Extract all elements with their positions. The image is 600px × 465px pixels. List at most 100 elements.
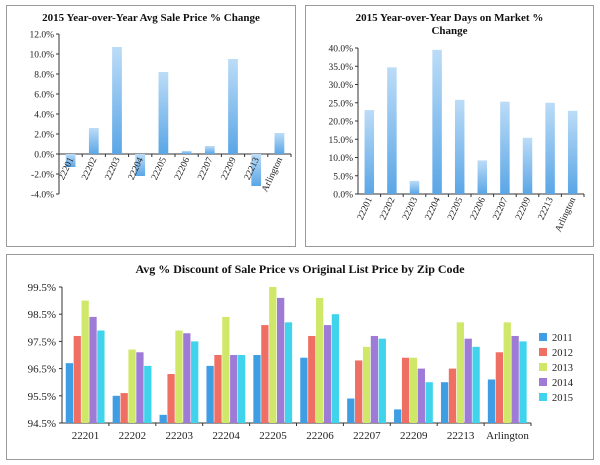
x-tick-label: 22201 [57, 156, 76, 182]
bar [401, 357, 410, 423]
y-tick-label: 99.5% [28, 282, 56, 294]
bar [378, 338, 386, 423]
bar [409, 180, 420, 194]
legend-swatch [539, 333, 547, 341]
x-tick-label: 22203 [104, 156, 123, 182]
bar [364, 110, 375, 194]
bar [545, 102, 555, 194]
bar [204, 146, 215, 154]
x-tick-label: 22201 [72, 430, 100, 442]
bar [135, 154, 146, 176]
x-tick-label: 22209 [514, 196, 533, 222]
y-tick-label: 40.0% [328, 45, 353, 55]
x-tick-label: 22202 [379, 196, 398, 222]
chart-title: Avg % Discount of Sale Price vs Original… [135, 262, 465, 276]
x-tick-label: 22213 [447, 430, 475, 442]
x-tick-label: 22202 [80, 156, 99, 182]
bar [136, 352, 144, 423]
bar [456, 322, 464, 423]
bar [222, 316, 230, 423]
bar [89, 316, 97, 423]
y-tick-label: 20.0% [328, 118, 353, 128]
y-tick-label: 25.0% [328, 99, 353, 109]
bar [316, 297, 324, 423]
x-tick-label: 22205 [259, 430, 287, 442]
y-tick-label: 8.0% [34, 71, 54, 81]
legend-label: 2012 [552, 348, 573, 359]
chart-panel-discount: Avg % Discount of Sale Price vs Original… [6, 254, 594, 460]
bar [159, 414, 167, 423]
y-tick-label: 0.0% [333, 191, 353, 201]
bar [464, 338, 472, 423]
bar [284, 322, 293, 423]
bar [167, 374, 175, 423]
x-tick-label: 22205 [150, 156, 169, 182]
legend-swatch [539, 393, 547, 401]
bar [276, 297, 285, 423]
discount-by-zip-chart: 99.5% 98.5% 97.5% 96.5% 95.5% 94.5% 22201 22202… [28, 282, 574, 442]
bar [214, 355, 222, 423]
bar [206, 365, 214, 423]
legend-label: 2013 [552, 363, 573, 374]
bar [448, 368, 457, 423]
bar [65, 154, 76, 167]
x-tick-label: Arlington [486, 430, 529, 442]
bar [261, 325, 269, 423]
x-tick-label: 22209 [400, 430, 428, 442]
y-tick-label: 0.0% [34, 151, 54, 161]
bar [417, 368, 425, 423]
bar [175, 330, 183, 423]
y-tick-label: -2.0% [31, 171, 54, 181]
bar [323, 325, 332, 423]
x-tick-label: 22201 [356, 196, 375, 222]
x-tick-label: 22206 [173, 156, 192, 182]
bar [355, 360, 363, 423]
y-tick-label: 10.0% [29, 51, 54, 61]
y-tick-label: 30.0% [328, 81, 353, 91]
bar [347, 398, 355, 423]
bar [97, 330, 105, 423]
bar [253, 355, 261, 423]
chart-panel-sale-price: 2015 Year-over-Year Avg Sale Price % Cha… [6, 5, 296, 247]
y-tick-label: 97.5% [28, 336, 56, 348]
x-tick-label: 22206 [469, 196, 488, 222]
bar [144, 365, 152, 423]
bar [331, 314, 340, 423]
legend-swatch [539, 378, 547, 386]
bar [251, 154, 262, 186]
bar [503, 322, 511, 423]
bar [472, 346, 480, 423]
legend-label: 2015 [552, 393, 573, 404]
bar [65, 363, 74, 423]
bar [237, 355, 246, 423]
bar [300, 357, 308, 423]
y-tick-label: 15.0% [328, 136, 353, 146]
bar [158, 72, 169, 154]
bar [128, 349, 136, 423]
bar [432, 49, 442, 195]
y-tick-label: 96.5% [28, 364, 56, 376]
x-tick-label: Arlington [554, 196, 579, 234]
x-tick-label: 22209 [220, 156, 239, 182]
bar [487, 379, 496, 423]
bar [191, 341, 199, 423]
bar [500, 101, 510, 194]
x-tick-label: 22204 [212, 430, 240, 442]
bar [269, 287, 277, 423]
x-tick-label: 22205 [446, 196, 465, 222]
y-tick-label: 12.0% [29, 31, 54, 41]
x-tick-label: 22213 [537, 196, 556, 222]
y-tick-label: 2.0% [34, 131, 54, 141]
bar [112, 47, 122, 154]
bar [425, 382, 433, 423]
x-tick-label: 22207 [353, 430, 381, 442]
bar [454, 99, 465, 194]
bar [120, 393, 128, 423]
x-tick-label: 22203 [401, 196, 420, 222]
bar [440, 382, 449, 423]
bar [511, 335, 519, 423]
bar [409, 357, 418, 423]
y-tick-label: 6.0% [34, 91, 54, 101]
x-tick-label: 22206 [306, 430, 334, 442]
x-tick-label: Arlington [260, 156, 285, 194]
